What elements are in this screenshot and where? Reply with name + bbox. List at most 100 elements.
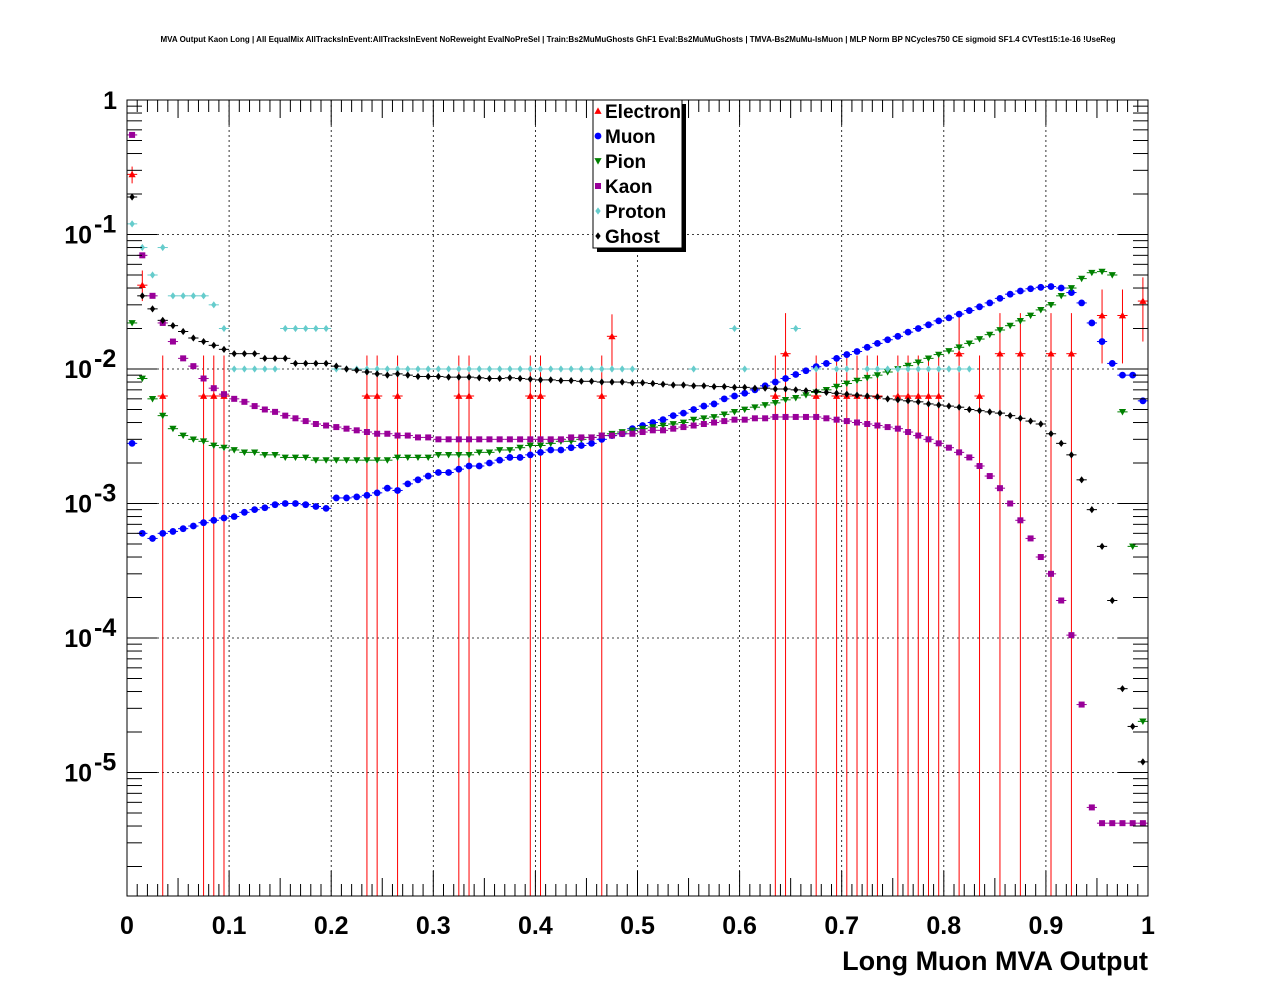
kaon-point — [894, 425, 901, 432]
ghost-point — [1078, 476, 1085, 484]
electron-point — [199, 392, 208, 399]
muon-point — [955, 310, 963, 318]
muon-point — [874, 340, 881, 347]
kaon-point — [363, 429, 370, 436]
ghost-point — [833, 389, 840, 397]
ghost-point — [1007, 412, 1013, 420]
muon-point — [914, 325, 922, 332]
muon-point — [149, 535, 156, 542]
y-tick-label: 10 — [64, 760, 92, 788]
electron-point — [455, 392, 463, 399]
ghost-point — [854, 391, 860, 399]
proton-point — [793, 324, 799, 333]
pion-point — [128, 320, 136, 327]
ghost-point — [170, 322, 176, 330]
proton-point — [578, 365, 585, 373]
kaon-point — [731, 416, 738, 423]
kaon-point — [843, 418, 850, 425]
ghost-point — [139, 292, 146, 300]
muon-point — [669, 412, 677, 420]
muon-point — [792, 371, 800, 378]
y-tick-label: 10 — [64, 491, 92, 519]
ghost-point — [364, 368, 370, 376]
muon-point — [475, 462, 483, 470]
proton-point — [946, 365, 952, 373]
electron-point — [159, 392, 167, 399]
muon-point — [516, 454, 524, 461]
kaon-point — [598, 432, 605, 439]
proton-point — [813, 365, 819, 373]
muon-point — [200, 519, 207, 527]
kaon-point — [1068, 632, 1075, 639]
pion-point — [363, 457, 371, 464]
ghost-point — [609, 378, 615, 386]
proton-point — [905, 365, 911, 373]
pion-point — [945, 348, 953, 355]
kaon-point — [210, 385, 217, 392]
muon-point — [700, 402, 708, 410]
muon-point — [404, 480, 412, 488]
kaon-point — [639, 429, 646, 436]
pion-point — [230, 447, 238, 454]
ghost-point — [149, 305, 156, 313]
legend-label-kaon: Kaon — [605, 177, 653, 198]
ghost-point — [496, 374, 503, 383]
pion-point — [1037, 307, 1045, 314]
pion-point — [251, 449, 259, 456]
ghost-point — [1048, 430, 1054, 438]
electron-point — [1047, 350, 1055, 357]
ghost-point — [731, 383, 738, 391]
ghost-point — [629, 379, 636, 387]
ghost-point — [129, 193, 135, 201]
kaon-point — [1119, 820, 1126, 827]
pion-point — [312, 457, 320, 464]
proton-point — [619, 365, 625, 373]
kaon-point — [823, 415, 830, 422]
ghost-point — [313, 359, 319, 368]
proton-point — [200, 292, 207, 300]
kaon-point — [1109, 820, 1116, 827]
y-tick-label: 10 — [64, 222, 92, 250]
muon-point — [782, 375, 789, 382]
pion-point — [975, 336, 984, 343]
kaon-point — [190, 363, 197, 370]
kaon-point — [445, 436, 452, 443]
kaon-point — [802, 413, 809, 420]
kaon-point — [1017, 517, 1024, 524]
muon-point — [373, 489, 381, 497]
kaon-point — [353, 427, 360, 434]
muon-point — [424, 472, 432, 480]
kaon-point — [1078, 701, 1085, 708]
muon-point — [353, 493, 361, 501]
muon-point — [822, 360, 830, 367]
kaon-point — [690, 422, 697, 429]
kaon-point — [486, 436, 493, 443]
muon-point — [169, 528, 177, 535]
proton-point — [272, 365, 278, 373]
ghost-point — [180, 327, 186, 336]
proton-point — [742, 365, 748, 373]
pion-point — [853, 377, 861, 385]
ghost-point — [935, 401, 942, 409]
proton-point — [149, 271, 156, 279]
pion-point — [138, 375, 146, 383]
kaon-point — [741, 416, 748, 423]
y-tick-exponent: -5 — [94, 749, 116, 777]
electron-point — [608, 332, 616, 340]
ghost-point — [987, 408, 993, 416]
pion-point — [1067, 285, 1076, 292]
pion-point — [189, 436, 197, 443]
kaon-point — [466, 436, 473, 443]
pion-point — [485, 449, 494, 456]
ghost-point — [844, 390, 850, 398]
legend-label-electron: Electron — [605, 102, 681, 123]
ghost-point — [1119, 685, 1126, 693]
pion-point — [1016, 317, 1024, 325]
kaon-point — [711, 419, 718, 426]
legend: Electron Muon Pion Kaon Proton Ghost — [592, 99, 686, 252]
pion-point — [536, 442, 545, 450]
muon-point — [179, 525, 187, 533]
ghost-point — [1038, 420, 1044, 428]
proton-point — [160, 243, 166, 252]
ghost-point — [405, 371, 411, 379]
